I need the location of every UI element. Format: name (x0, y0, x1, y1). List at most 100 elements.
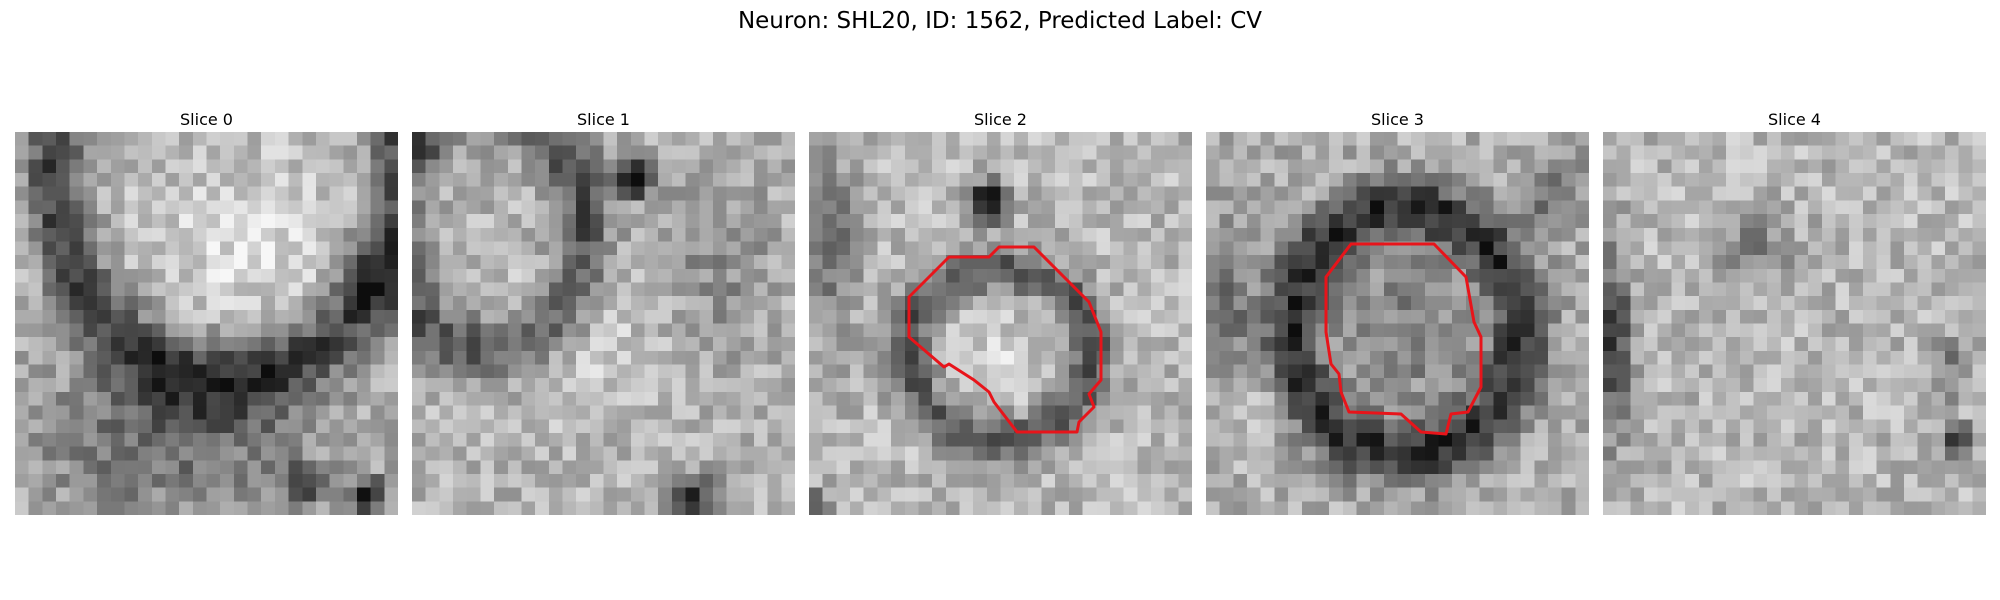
image-pixel (630, 241, 646, 256)
image-pixel (1027, 364, 1043, 379)
image-pixel (1575, 487, 1589, 502)
image-pixel (1096, 268, 1111, 284)
image-pixel (850, 432, 865, 448)
image-pixel (1575, 159, 1589, 174)
image-pixel (891, 132, 906, 147)
image-pixel (1041, 200, 1056, 215)
image-pixel (1685, 446, 1700, 461)
image-pixel (124, 473, 139, 489)
image-pixel (1219, 214, 1234, 229)
image-pixel (425, 241, 440, 256)
image-pixel (1575, 337, 1589, 352)
image-pixel (425, 487, 440, 502)
image-pixel (850, 378, 865, 393)
image-pixel (1958, 186, 1973, 201)
image-pixel (1630, 132, 1645, 147)
image-pixel (1520, 419, 1535, 434)
image-pixel (1753, 255, 1768, 270)
image-pixel (699, 186, 714, 201)
image-pixel (1000, 159, 1015, 174)
image-pixel (1903, 405, 1919, 420)
image-pixel (986, 132, 1002, 147)
image-pixel (1876, 296, 1891, 311)
image-pixel (28, 268, 43, 284)
image-pixel (1329, 419, 1344, 434)
image-pixel (1862, 487, 1878, 502)
image-pixel (712, 432, 728, 448)
image-pixel (1260, 132, 1275, 147)
image-pixel (1903, 501, 1919, 515)
image-pixel (1767, 255, 1782, 270)
image-pixel (904, 419, 920, 434)
image-pixel (712, 200, 728, 215)
image-pixel (685, 268, 700, 284)
image-pixel (124, 432, 139, 448)
image-pixel (1931, 364, 1946, 379)
image-pixel (1027, 460, 1043, 475)
image-pixel (1055, 309, 1070, 325)
image-pixel (220, 227, 235, 243)
image-pixel (151, 282, 167, 297)
image-pixel (56, 337, 71, 352)
image-pixel (1767, 309, 1782, 325)
image-pixel (548, 200, 564, 215)
image-pixel (15, 501, 30, 515)
image-pixel (425, 350, 440, 366)
image-pixel (1178, 200, 1192, 215)
image-pixel (138, 350, 153, 366)
image-pixel (507, 200, 523, 215)
image-pixel (877, 337, 892, 352)
image-pixel (1506, 173, 1522, 188)
image-pixel (124, 145, 139, 160)
image-pixel (1452, 487, 1467, 502)
image-pixel (15, 419, 30, 434)
image-pixel (97, 432, 112, 448)
image-pixel (1068, 446, 1084, 461)
image-pixel (1616, 309, 1631, 325)
image-pixel (124, 350, 139, 366)
image-pixel (1014, 432, 1029, 448)
image-pixel (97, 419, 112, 434)
image-pixel (1890, 501, 1905, 515)
image-pixel (973, 364, 988, 379)
image-pixel (42, 214, 57, 229)
image-pixel (1753, 378, 1768, 393)
image-pixel (658, 200, 673, 215)
image-pixel (945, 378, 961, 393)
image-pixel (1452, 200, 1467, 215)
image-pixel (986, 145, 1002, 160)
image-pixel (1383, 364, 1399, 379)
image-pixel (220, 309, 235, 325)
image-pixel (932, 364, 947, 379)
image-pixel (1890, 200, 1905, 215)
image-pixel (1712, 350, 1727, 366)
image-pixel (1561, 227, 1576, 243)
image-pixel (1233, 268, 1248, 284)
image-pixel (1411, 173, 1426, 188)
image-pixel (151, 200, 167, 215)
image-pixel (1082, 214, 1097, 229)
image-pixel (192, 460, 208, 475)
image-pixel (124, 391, 139, 407)
image-pixel (165, 391, 180, 407)
slice-title: Slice 0 (180, 110, 233, 129)
image-pixel (439, 487, 454, 502)
image-pixel (1575, 460, 1589, 475)
image-pixel (1671, 132, 1686, 147)
image-pixel (1027, 268, 1043, 284)
image-pixel (1247, 446, 1262, 461)
image-pixel (617, 282, 632, 297)
image-pixel (1178, 432, 1192, 448)
image-pixel (233, 214, 249, 229)
image-pixel (494, 501, 509, 515)
image-pixel (658, 487, 673, 502)
image-pixel (206, 145, 221, 160)
image-pixel (1219, 487, 1234, 502)
image-pixel (809, 186, 824, 201)
image-pixel (1274, 446, 1289, 461)
image-pixel (356, 432, 372, 448)
image-pixel (206, 132, 221, 147)
image-pixel (1698, 501, 1714, 515)
image-pixel (1520, 460, 1535, 475)
image-pixel (1671, 432, 1686, 448)
